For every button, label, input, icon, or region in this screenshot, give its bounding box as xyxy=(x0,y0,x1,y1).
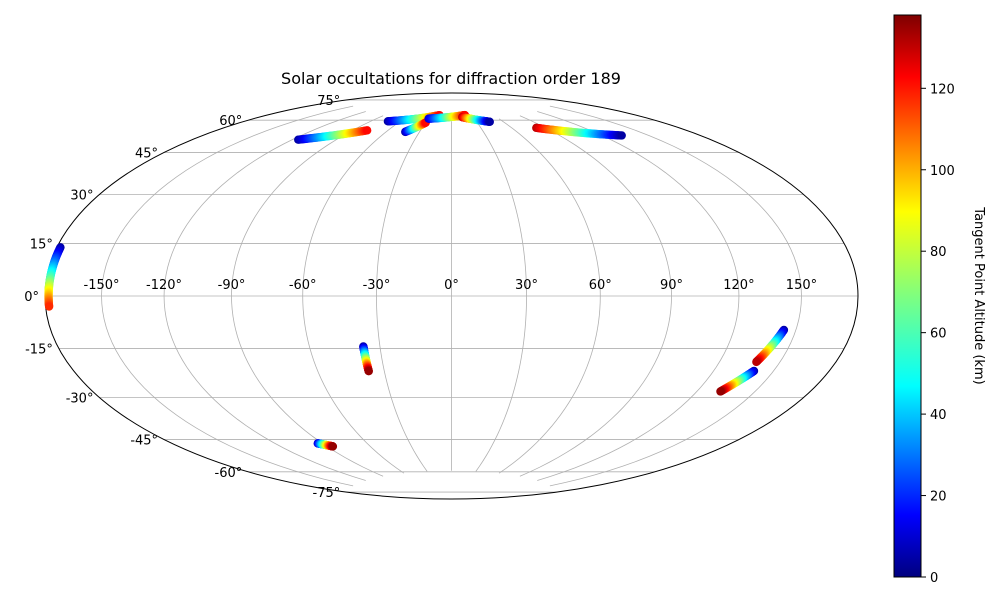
lon-tick-label: 120° xyxy=(723,278,754,293)
colorbar: 0 20 40 60 80 100 120 Tangent Point Altitude (… xyxy=(893,14,986,586)
graticule xyxy=(45,99,858,493)
colorbar-tick-label: 80 xyxy=(930,245,947,260)
lat-tick-label: -30° xyxy=(66,392,94,407)
meridian-line xyxy=(231,115,384,477)
lat-tick-label: 0° xyxy=(24,290,39,305)
lat-tick-label: 45° xyxy=(135,146,158,161)
occultation-point xyxy=(362,126,372,135)
occultation-points xyxy=(44,110,789,451)
occultation-track xyxy=(716,366,759,396)
lat-tick-label: 30° xyxy=(70,189,93,204)
occultation-track xyxy=(44,243,65,311)
colorbar-tick-label: 20 xyxy=(930,490,947,505)
occultation-track xyxy=(359,342,373,376)
lat-tick-label: -45° xyxy=(130,434,158,449)
chart-title: Solar occultations for diffraction order… xyxy=(281,69,621,88)
occultation-point xyxy=(716,387,725,396)
lon-tick-label: -30° xyxy=(363,278,391,293)
lon-tick-label: 0° xyxy=(444,278,459,293)
colorbar-tick-label: 0 xyxy=(930,571,938,586)
occultation-point xyxy=(364,367,373,376)
occultation-point xyxy=(328,442,338,451)
latitude-tick-labels: -75° -60° -45° -30° -15° 0° 15° 30° 45° 60° 75° xyxy=(24,94,340,501)
lon-tick-label: 150° xyxy=(786,278,817,293)
occultation-track xyxy=(532,123,626,140)
occultation-track xyxy=(424,110,470,123)
lat-tick-label: -75° xyxy=(313,486,341,501)
meridian-line xyxy=(519,115,672,477)
meridian-line xyxy=(475,120,527,472)
lat-tick-label: -15° xyxy=(25,343,53,358)
colorbar-label: Tangent Point Altitude (km) xyxy=(971,206,986,384)
occultation-point xyxy=(485,117,494,126)
colorbar-tick-label: 60 xyxy=(930,327,947,342)
lon-tick-label: -150° xyxy=(84,278,120,293)
lon-tick-label: 30° xyxy=(515,278,538,293)
colorbar-tick-label: 100 xyxy=(930,164,955,179)
colorbar-gradient xyxy=(893,14,922,578)
lat-tick-label: 75° xyxy=(317,94,340,109)
occultation-track xyxy=(313,439,338,451)
lat-tick-label: -60° xyxy=(215,466,243,481)
occultation-track xyxy=(752,325,789,367)
lat-tick-label: 60° xyxy=(219,114,242,129)
colorbar-ticks: 0 20 40 60 80 100 120 xyxy=(921,82,955,586)
lon-tick-label: 60° xyxy=(589,278,612,293)
lat-tick-label: 15° xyxy=(30,237,53,252)
occultation-track xyxy=(294,126,372,144)
colorbar-tick-label: 40 xyxy=(930,408,947,423)
occultation-point xyxy=(752,357,761,367)
meridian-line xyxy=(101,105,354,487)
lon-tick-label: -90° xyxy=(218,278,246,293)
meridian-line xyxy=(498,118,601,474)
meridian-line xyxy=(549,105,802,487)
meridian-line xyxy=(537,111,740,481)
occultation-point xyxy=(617,131,626,140)
meridian-line xyxy=(163,111,366,481)
occultation-track xyxy=(401,118,430,137)
longitude-tick-labels: -150° -120° -90° -60° -30° 0° 30° 60° 90° 120° 150… xyxy=(84,278,818,293)
occultation-point xyxy=(44,302,54,311)
lon-tick-label: 90° xyxy=(660,278,683,293)
lon-tick-label: -60° xyxy=(289,278,317,293)
occultation-track xyxy=(458,112,494,126)
lon-tick-label: -120° xyxy=(146,278,182,293)
meridian-line xyxy=(376,120,428,472)
colorbar-tick-label: 120 xyxy=(930,82,955,97)
meridian-line xyxy=(302,118,405,474)
